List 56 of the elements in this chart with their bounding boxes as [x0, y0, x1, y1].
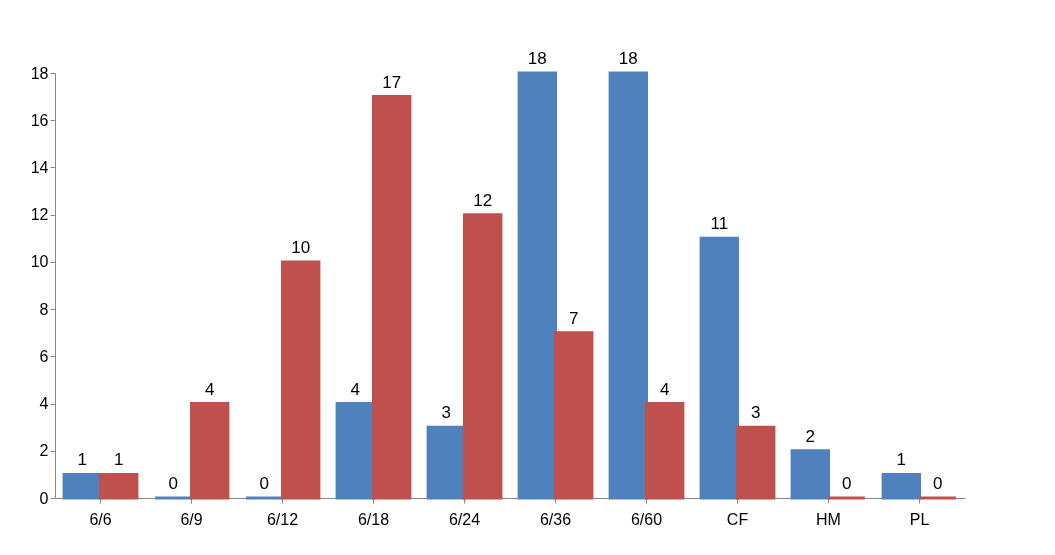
y-tick-label: 12 [30, 206, 49, 224]
bar [790, 449, 830, 500]
x-tick-label: 6/18 [357, 510, 390, 528]
y-tick-label: 14 [30, 158, 49, 176]
x-tick-label: CF [726, 510, 749, 528]
data-label: 1 [113, 450, 124, 470]
data-label: 0 [168, 474, 179, 493]
y-tick-label: 16 [30, 111, 49, 129]
y-tick-label: 0 [39, 489, 49, 507]
data-label: 0 [259, 474, 270, 493]
bar [699, 236, 739, 500]
bar [608, 71, 648, 500]
data-label: 7 [568, 308, 579, 328]
bar [281, 260, 321, 500]
data-label: 4 [204, 379, 215, 399]
data-label: 1 [77, 450, 88, 470]
data-label: 18 [527, 49, 547, 68]
y-tick-label: 10 [30, 253, 49, 271]
data-label: 18 [618, 49, 638, 68]
data-label: 17 [382, 72, 402, 92]
data-label: 12 [473, 190, 493, 210]
x-tick-label: 6/36 [539, 510, 572, 528]
bar [736, 425, 776, 500]
bar [372, 95, 412, 500]
x-tick-label: 6/60 [630, 510, 663, 528]
y-tick-label: 18 [30, 64, 49, 82]
data-label: 3 [441, 403, 452, 423]
bar [335, 402, 375, 500]
bar [554, 331, 594, 500]
x-tick-label: 6/6 [89, 510, 112, 528]
x-tick-label: PL [909, 510, 930, 528]
bar [645, 402, 685, 500]
bar [190, 402, 230, 500]
x-tick-label: 6/9 [180, 510, 203, 528]
data-label: 10 [291, 237, 311, 257]
data-label: 11 [710, 214, 729, 234]
x-tick-label: 6/24 [448, 510, 481, 528]
data-label: 4 [350, 379, 361, 399]
bar [881, 472, 921, 500]
y-tick-label: 8 [39, 300, 49, 318]
bar [426, 425, 466, 500]
bar [463, 213, 503, 500]
data-label: 0 [841, 474, 852, 493]
bar [517, 71, 557, 500]
bar [62, 472, 102, 500]
data-label: 3 [750, 403, 761, 423]
bar [99, 472, 139, 500]
data-label: 2 [805, 426, 816, 446]
y-tick-label: 2 [39, 442, 49, 460]
x-tick-label: 6/12 [266, 510, 299, 528]
y-tick-label: 6 [39, 347, 49, 365]
y-tick-label: 4 [39, 395, 49, 413]
data-label: 4 [659, 379, 670, 399]
x-tick-label: HM [816, 510, 841, 528]
data-label: 0 [932, 474, 943, 493]
data-label: 1 [896, 450, 907, 470]
